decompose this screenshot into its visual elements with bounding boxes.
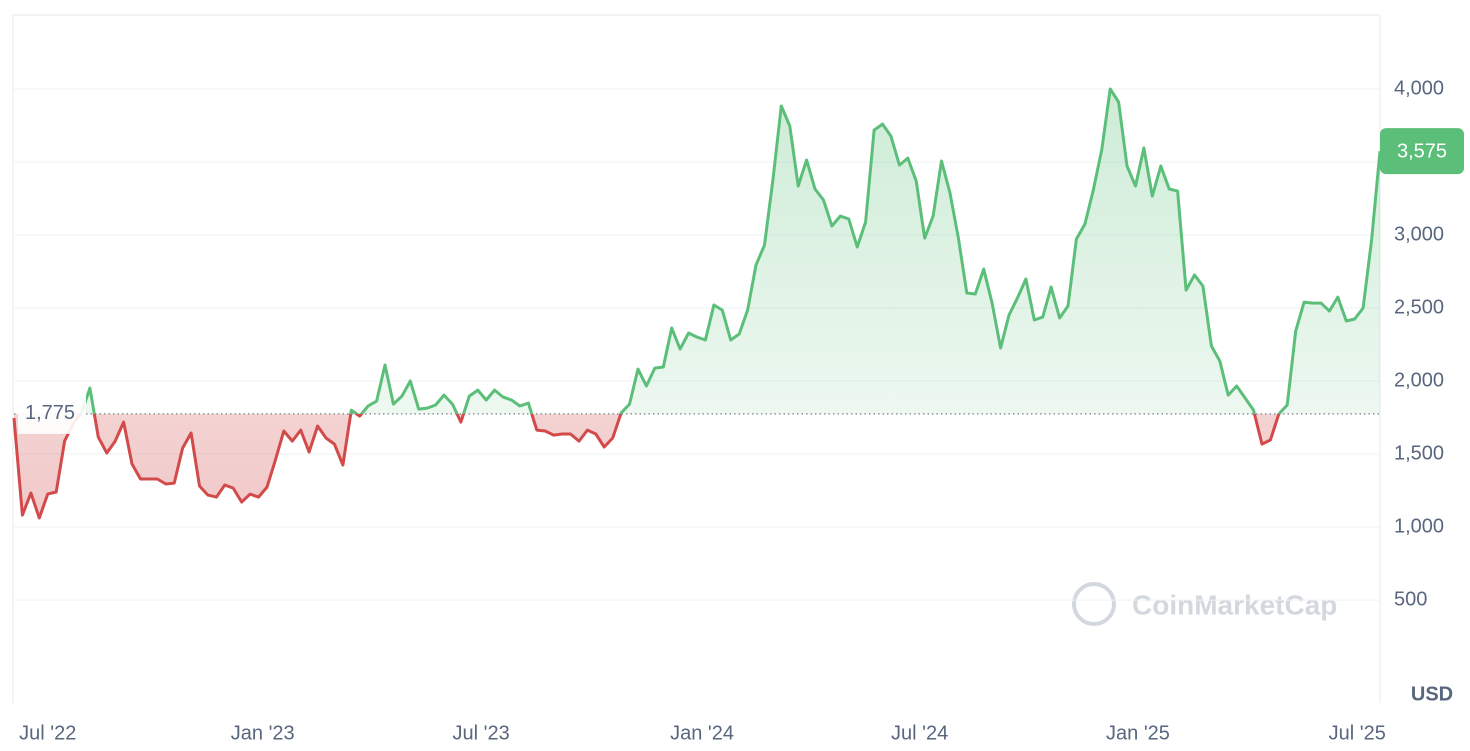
x-tick-label: Jul '25 — [1329, 722, 1386, 744]
baseline-label: 1,775 — [25, 402, 75, 424]
currency-label: USD — [1411, 683, 1453, 705]
x-tick-label: Jan '23 — [231, 722, 295, 744]
y-tick-label: 1,000 — [1394, 515, 1444, 537]
x-tick-label: Jul '23 — [453, 722, 510, 744]
y-tick-label: 3,000 — [1394, 223, 1444, 245]
area-fill-up — [80, 89, 1380, 414]
y-tick-label: 1,500 — [1394, 442, 1444, 464]
y-tick-label: 2,000 — [1394, 369, 1444, 391]
area-fill-down — [14, 413, 1380, 518]
watermark-logo — [1072, 582, 1116, 626]
baseline-label-bg — [18, 393, 86, 434]
price-line-up — [78, 87, 1382, 414]
price-line-down — [12, 413, 1281, 520]
x-tick-label: Jan '24 — [670, 722, 734, 744]
watermark: CoinMarketCap — [1072, 582, 1337, 626]
y-tick-label: 2,500 — [1394, 296, 1444, 318]
x-tick-label: Jul '24 — [891, 722, 948, 744]
watermark-text: CoinMarketCap — [1132, 589, 1337, 620]
x-tick-label: Jul '22 — [19, 722, 76, 744]
y-tick-label: 500 — [1394, 588, 1427, 610]
price-badge — [1380, 128, 1464, 175]
y-tick-label: 4,000 — [1394, 77, 1444, 99]
price-badge-label: 3,575 — [1397, 140, 1447, 162]
x-tick-label: Jan '25 — [1106, 722, 1170, 744]
